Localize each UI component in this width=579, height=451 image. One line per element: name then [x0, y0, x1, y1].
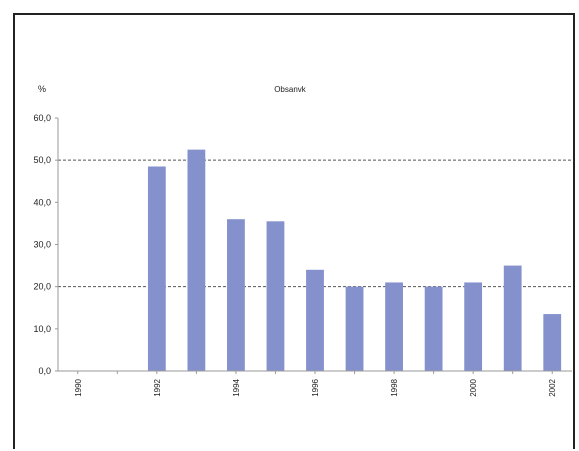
y-tick-labels: 0,0 10,0 20,0 30,0 40,0 50,0 60,0 [33, 113, 58, 376]
x-tick-labels: 1990 1992 1994 1996 1998 2000 2002 [74, 371, 557, 397]
y-axis-label: % [38, 84, 46, 94]
y-tick-label: 20,0 [33, 282, 51, 292]
bar-1992 [147, 166, 166, 371]
x-tick-label: 1994 [232, 378, 241, 396]
bar-2002 [543, 314, 562, 371]
chart-frame [13, 13, 575, 449]
y-tick-label: 30,0 [33, 240, 51, 250]
gridlines [58, 159, 572, 288]
y-tick-label: 50,0 [33, 155, 51, 165]
x-tick-label: 1996 [311, 378, 320, 396]
bar-1996 [306, 269, 324, 371]
x-tick-label: 2002 [548, 378, 557, 396]
y-tick-label: 10,0 [33, 324, 51, 334]
x-tick-label: 1992 [153, 378, 162, 396]
y-tick-label: 0,0 [38, 366, 51, 376]
bar-1998 [385, 282, 403, 371]
bar-2001 [503, 265, 522, 371]
bar-2000 [464, 282, 483, 371]
bar-1997 [345, 286, 364, 371]
y-tick-label: 40,0 [33, 197, 51, 207]
bar-1995 [266, 221, 285, 371]
bar-1999 [424, 286, 443, 371]
y-tick-label: 60,0 [33, 113, 51, 123]
bars [147, 149, 562, 371]
x-tick-label: 2000 [469, 378, 478, 396]
chart-title: Obsanvk [274, 85, 307, 94]
x-tick-label: 1990 [74, 378, 83, 396]
bar-1993 [187, 149, 206, 371]
x-tick-label: 1998 [390, 378, 399, 396]
bar-1994 [227, 219, 245, 371]
